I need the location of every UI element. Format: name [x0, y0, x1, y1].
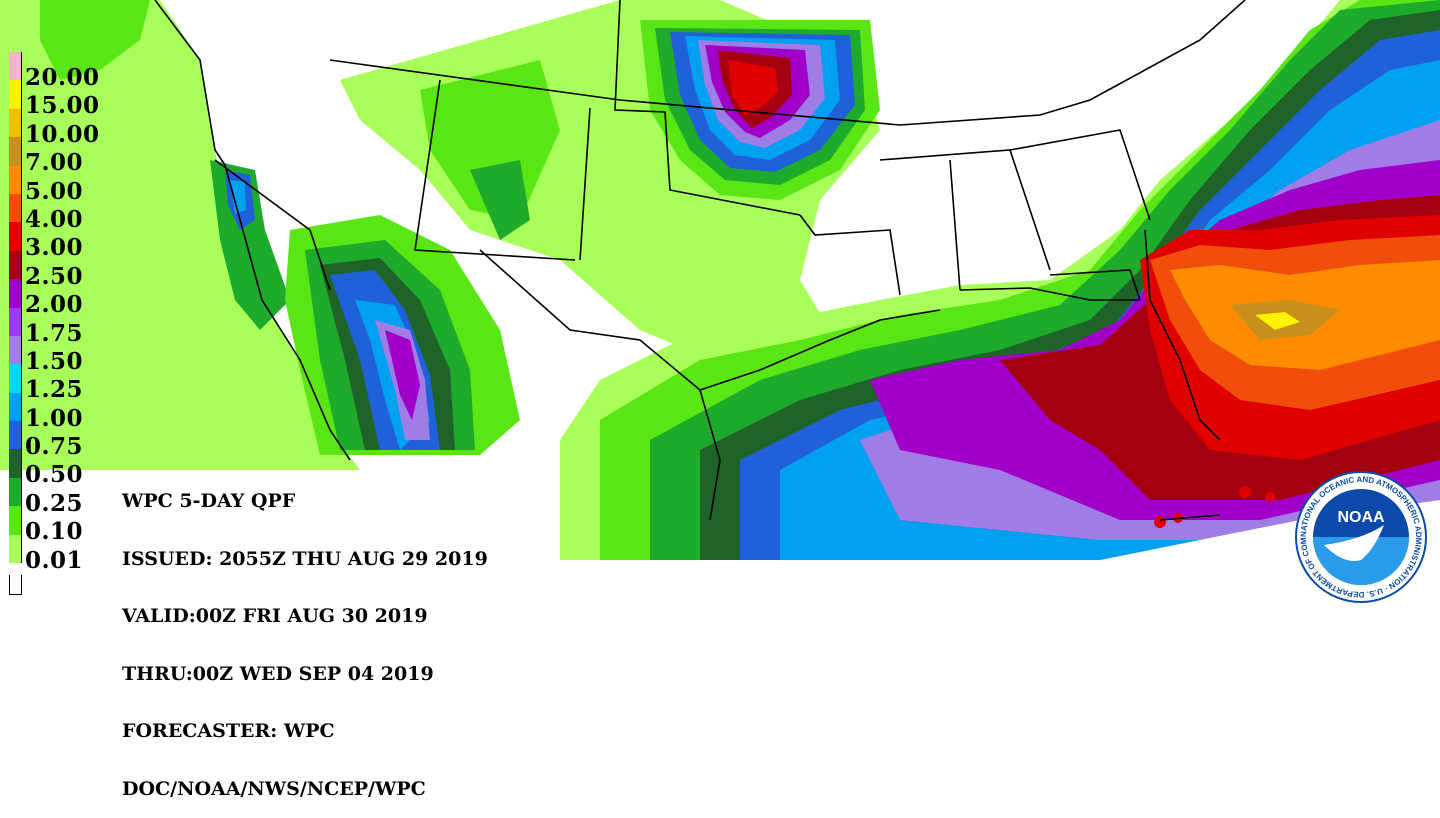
- thru-time: THRU:00Z WED SEP 04 2019: [122, 662, 434, 685]
- legend-row: 1.00: [6, 392, 146, 430]
- legend-swatch: [9, 392, 22, 422]
- legend-label: 1.75: [25, 319, 84, 347]
- legend-label: 2.50: [25, 262, 84, 290]
- legend-label: 1.00: [25, 404, 84, 432]
- legend-label: 0.75: [25, 433, 84, 461]
- legend-swatch: [9, 193, 22, 223]
- legend-swatch: [9, 421, 22, 450]
- issued-time: ISSUED: 2055Z THU AUG 29 2019: [122, 547, 488, 570]
- legend-row: 1.50: [6, 335, 146, 373]
- legend-label: 5.00: [25, 177, 84, 205]
- legend-row: 20.00: [6, 52, 146, 90]
- product-caption: WPC 5-DAY QPF ISSUED: 2055Z THU AUG 29 2…: [122, 454, 488, 818]
- legend-swatch: [9, 165, 22, 194]
- valid-time: VALID:00Z FRI AUG 30 2019: [122, 605, 428, 627]
- legend-row: 4.00: [6, 193, 146, 231]
- legend-swatch: [9, 108, 22, 138]
- legend-label: 4.00: [25, 205, 84, 233]
- legend-row: 2.50: [6, 250, 146, 288]
- legend-label: 3.00: [25, 234, 84, 262]
- precipitation-map: [0, 0, 1440, 560]
- legend-label: 10.00: [25, 120, 100, 148]
- legend-label: 1.25: [25, 376, 84, 404]
- legend-swatch: [9, 250, 22, 280]
- legend-label: 0.10: [25, 518, 84, 546]
- legend-swatch: [9, 449, 22, 478]
- noaa-logo: NOAA NATIONAL OCEANIC AND ATMOSPHERIC AD…: [1294, 470, 1427, 603]
- legend-label: 7.00: [25, 149, 84, 177]
- legend-label: 0.25: [25, 489, 84, 517]
- legend-row: 0.25: [6, 477, 146, 515]
- legend-label: 15.00: [25, 92, 100, 120]
- legend-swatch: [9, 52, 22, 81]
- legend-row: 0.10: [6, 506, 146, 544]
- source-agency: DOC/NOAA/NWS/NCEP/WPC: [122, 777, 426, 800]
- legend-label: 0.01: [25, 546, 84, 574]
- legend-swatch: [9, 477, 22, 507]
- legend-row: 2.00: [6, 279, 146, 317]
- legend-zero-swatch: [9, 575, 22, 595]
- legend-row: 5.00: [6, 165, 146, 203]
- legend-row: 0.50: [6, 449, 146, 487]
- legend-swatch: [9, 335, 22, 365]
- legend-row: 0.01: [6, 534, 146, 572]
- legend-label: 0.50: [25, 461, 84, 489]
- legend-label: 20.00: [25, 64, 100, 91]
- legend-row: 15.00: [6, 80, 146, 118]
- bird-icon: [1324, 525, 1384, 561]
- legend-swatch: [9, 364, 22, 393]
- legend-label: 2.00: [25, 291, 84, 319]
- legend-swatch: [9, 534, 22, 564]
- legend-row: 1.25: [6, 364, 146, 402]
- legend-row: 0.75: [6, 421, 146, 459]
- legend-swatch: [9, 80, 22, 109]
- legend-swatch: [9, 506, 22, 535]
- product-title: WPC 5-DAY QPF: [122, 490, 296, 512]
- legend-row: 1.75: [6, 307, 146, 345]
- legend-row: 7.00: [6, 137, 146, 175]
- legend-swatch: [9, 307, 22, 336]
- legend-label: 1.50: [25, 347, 84, 375]
- legend-row: 3.00: [6, 222, 146, 260]
- forecaster: FORECASTER: WPC: [122, 720, 335, 742]
- legend-row: 10.00: [6, 108, 146, 146]
- legend-swatch: [9, 222, 22, 251]
- color-legend: 20.00 15.00 10.00 7.00 5.00 4.00 3.00 2.50 2.00 1…: [6, 52, 146, 572]
- logo-label: NOAA: [1337, 509, 1385, 526]
- legend-swatch: [9, 279, 22, 308]
- legend-swatch: [9, 137, 22, 166]
